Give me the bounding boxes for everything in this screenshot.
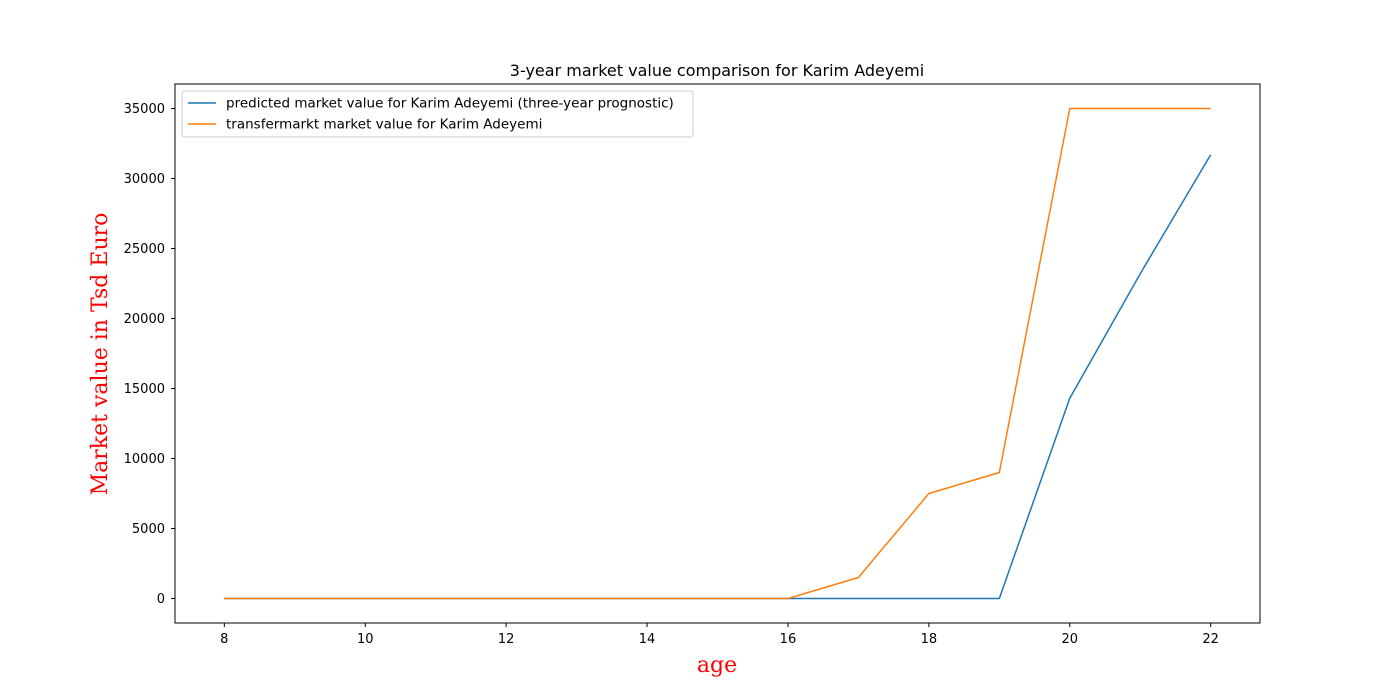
series-line-2 [224, 107, 1211, 600]
x-tick-label: 12 [498, 632, 515, 647]
x-axis-ticks: 8 10 12 14 16 18 20 22 [220, 623, 1219, 647]
x-tick-label: 20 [1061, 632, 1078, 647]
x-axis-label: age [697, 653, 737, 678]
y-tick-label: 5000 [132, 522, 165, 537]
legend-label-1: predicted market value for Karim Adeyemi… [226, 96, 674, 112]
y-tick-label: 35000 [124, 102, 165, 117]
y-tick-label: 15000 [124, 382, 165, 397]
x-tick-label: 18 [921, 632, 938, 647]
legend-box [181, 90, 694, 138]
y-tick-label: 25000 [124, 242, 165, 257]
plot-area-frame [174, 83, 1261, 624]
y-tick-label: 0 [157, 592, 165, 607]
y-axis-label: Market value in Tsd Euro [88, 213, 113, 496]
y-tick-label: 20000 [124, 312, 165, 327]
y-tick-label: 30000 [124, 172, 165, 187]
y-axis-ticks: 0 5000 10000 15000 20000 25000 30000 35000 [124, 102, 175, 607]
series-lines [224, 107, 1212, 600]
x-tick-label: 10 [357, 632, 374, 647]
x-tick-label: 22 [1202, 632, 1219, 647]
y-tick-label: 10000 [124, 452, 165, 467]
x-tick-label: 16 [780, 632, 797, 647]
legend: predicted market value for Karim Adeyemi… [181, 90, 694, 138]
x-tick-label: 8 [220, 632, 228, 647]
chart-title: 3-year market value comparison for Karim… [510, 61, 924, 80]
x-tick-label: 14 [639, 632, 656, 647]
legend-label-2: transfermarkt market value for Karim Ade… [226, 117, 542, 133]
